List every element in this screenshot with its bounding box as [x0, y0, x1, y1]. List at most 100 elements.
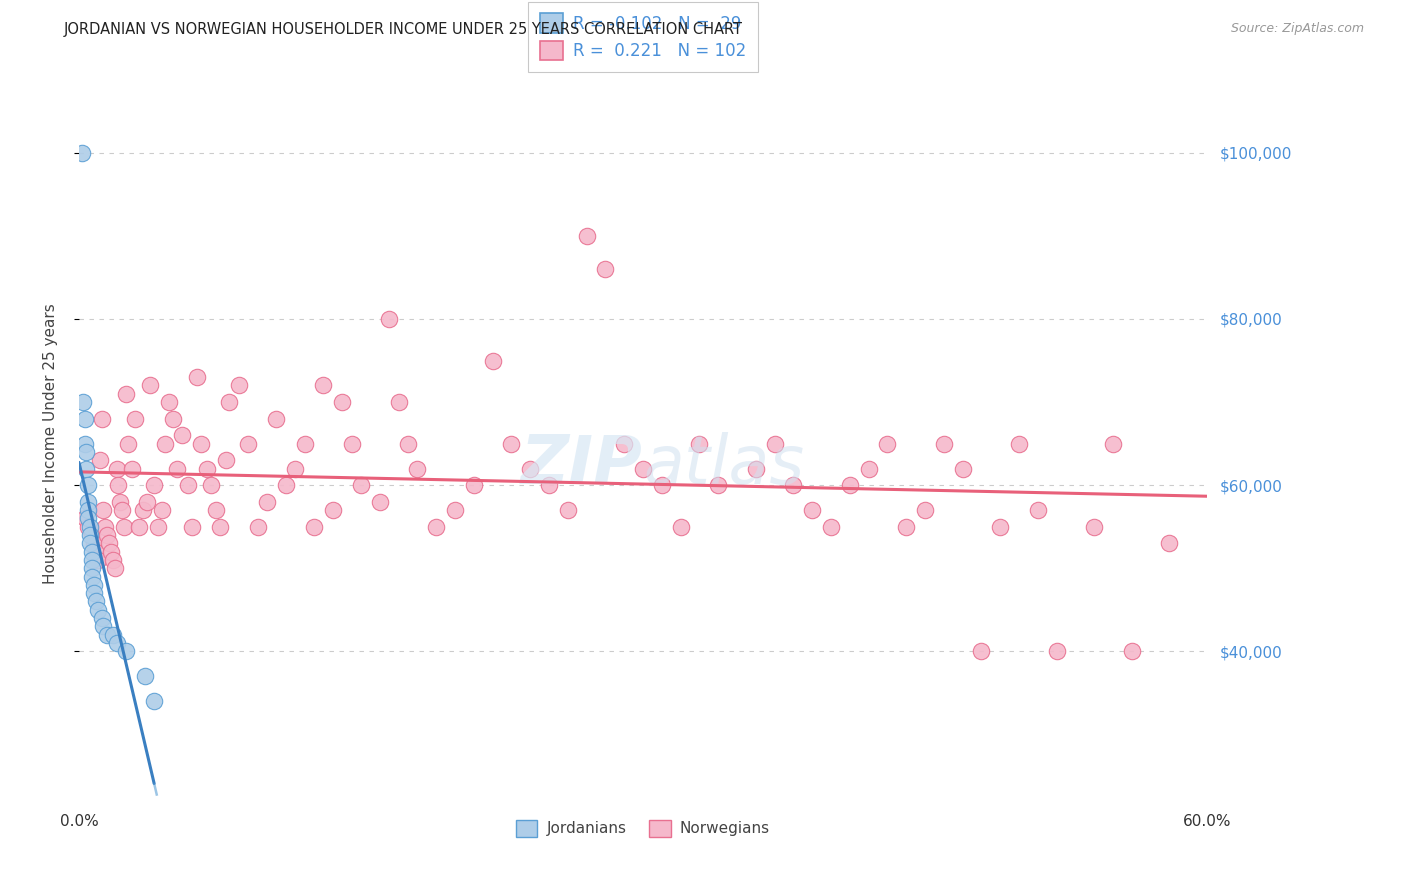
Point — [73, 436, 96, 450]
Point — [98, 536, 121, 550]
Point — [1026, 503, 1049, 517]
Point — [688, 436, 710, 450]
Point — [73, 511, 96, 525]
Text: atlas: atlas — [643, 432, 804, 498]
Point — [93, 503, 115, 517]
Point — [76, 461, 98, 475]
Point — [481, 353, 503, 368]
Point — [669, 519, 692, 533]
Point — [82, 553, 104, 567]
Point — [745, 461, 768, 475]
Point — [77, 478, 100, 492]
Point — [82, 528, 104, 542]
Point — [378, 312, 401, 326]
Point — [387, 395, 409, 409]
Point — [238, 436, 260, 450]
Point — [83, 536, 105, 550]
Legend: Jordanians, Norwegians: Jordanians, Norwegians — [510, 814, 776, 843]
Point — [876, 436, 898, 450]
Point — [79, 536, 101, 550]
Point — [312, 378, 335, 392]
Point — [322, 503, 344, 517]
Point — [932, 436, 955, 450]
Point — [782, 478, 804, 492]
Point — [631, 461, 654, 475]
Point — [72, 395, 94, 409]
Point — [200, 478, 222, 492]
Point — [77, 519, 100, 533]
Point — [444, 503, 467, 517]
Point — [396, 436, 419, 450]
Point — [155, 436, 177, 450]
Point — [105, 461, 128, 475]
Point — [801, 503, 824, 517]
Point — [914, 503, 936, 517]
Point — [463, 478, 485, 492]
Point — [89, 453, 111, 467]
Point — [557, 503, 579, 517]
Point — [115, 644, 138, 658]
Point — [425, 519, 447, 533]
Point — [70, 145, 93, 160]
Text: JORDANIAN VS NORWEGIAN HOUSEHOLDER INCOME UNDER 25 YEARS CORRELATION CHART: JORDANIAN VS NORWEGIAN HOUSEHOLDER INCOM… — [63, 22, 742, 37]
Point — [79, 519, 101, 533]
Point — [104, 561, 127, 575]
Point — [537, 478, 560, 492]
Point — [150, 503, 173, 517]
Point — [180, 519, 202, 533]
Point — [90, 611, 112, 625]
Point — [128, 519, 150, 533]
Point — [83, 578, 105, 592]
Point — [84, 544, 107, 558]
Point — [294, 436, 316, 450]
Point — [970, 644, 993, 658]
Y-axis label: Householder Income Under 25 years: Householder Income Under 25 years — [44, 303, 58, 584]
Point — [214, 453, 236, 467]
Point — [256, 495, 278, 509]
Point — [208, 519, 231, 533]
Point — [651, 478, 673, 492]
Point — [1159, 536, 1181, 550]
Point — [228, 378, 250, 392]
Point — [73, 411, 96, 425]
Point — [763, 436, 786, 450]
Point — [146, 519, 169, 533]
Point — [340, 436, 363, 450]
Point — [96, 528, 118, 542]
Point — [1045, 644, 1067, 658]
Point — [172, 428, 194, 442]
Point — [135, 495, 157, 509]
Point — [82, 561, 104, 575]
Point — [613, 436, 636, 450]
Text: Source: ZipAtlas.com: Source: ZipAtlas.com — [1230, 22, 1364, 36]
Point — [1102, 436, 1125, 450]
Point — [84, 594, 107, 608]
Point — [368, 495, 391, 509]
Point — [190, 436, 212, 450]
Point — [186, 370, 208, 384]
Point — [124, 411, 146, 425]
Point — [79, 528, 101, 542]
Point — [143, 478, 166, 492]
Point — [134, 669, 156, 683]
Point — [218, 395, 240, 409]
Point — [77, 503, 100, 517]
Point — [100, 544, 122, 558]
Text: ZIP: ZIP — [522, 432, 643, 498]
Point — [166, 461, 188, 475]
Point — [112, 519, 135, 533]
Point — [139, 378, 162, 392]
Point — [87, 553, 110, 567]
Point — [121, 461, 143, 475]
Point — [162, 411, 184, 425]
Point — [820, 519, 842, 533]
Point — [101, 628, 124, 642]
Point — [90, 411, 112, 425]
Point — [157, 395, 180, 409]
Point — [330, 395, 353, 409]
Point — [595, 262, 617, 277]
Point — [205, 503, 228, 517]
Point — [143, 694, 166, 708]
Point — [94, 519, 117, 533]
Point — [302, 519, 325, 533]
